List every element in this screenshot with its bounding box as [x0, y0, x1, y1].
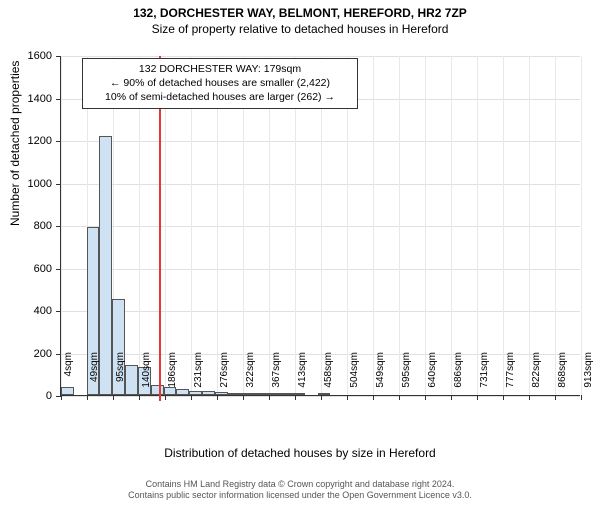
xtick-mark [165, 395, 166, 400]
xtick-label: 686sqm [453, 352, 464, 402]
gridline-v [477, 56, 478, 395]
footer-line-2: Contains public sector information licen… [0, 490, 600, 502]
ytick-label: 0 [0, 390, 52, 402]
chart-container: 132, DORCHESTER WAY, BELMONT, HEREFORD, … [0, 6, 600, 506]
xtick-label: 186sqm [167, 352, 178, 402]
xtick-mark [243, 395, 244, 400]
ytick-label: 400 [0, 305, 52, 317]
xtick-mark [477, 395, 478, 400]
histogram-bar [151, 385, 164, 395]
xtick-label: 595sqm [401, 352, 412, 402]
xtick-label: 913sqm [583, 352, 594, 402]
xtick-label: 458sqm [323, 352, 334, 402]
xtick-mark [425, 395, 426, 400]
xtick-mark [529, 395, 530, 400]
xtick-mark [503, 395, 504, 400]
ytick-label: 200 [0, 348, 52, 360]
xtick-label: 322sqm [245, 352, 256, 402]
xtick-label: 231sqm [193, 352, 204, 402]
page-title: 132, DORCHESTER WAY, BELMONT, HEREFORD, … [0, 6, 600, 22]
xtick-mark [87, 395, 88, 400]
xtick-mark [139, 395, 140, 400]
xtick-label: 640sqm [427, 352, 438, 402]
xtick-label: 413sqm [297, 352, 308, 402]
xtick-mark [555, 395, 556, 400]
xtick-mark [191, 395, 192, 400]
xtick-mark [347, 395, 348, 400]
xtick-mark [61, 395, 62, 400]
chart-area: 4sqm 49sqm 95sqm 140sqm 186sqm 231sqm 276sqm 32… [60, 56, 580, 436]
gridline-v [373, 56, 374, 395]
xtick-mark [399, 395, 400, 400]
xtick-mark [217, 395, 218, 400]
footer-line-1: Contains HM Land Registry data © Crown c… [0, 479, 600, 491]
xtick-mark [295, 395, 296, 400]
xtick-label: 95sqm [115, 352, 126, 402]
xtick-mark [269, 395, 270, 400]
xtick-mark [581, 395, 582, 400]
gridline-v [555, 56, 556, 395]
xtick-mark [113, 395, 114, 400]
ytick-label: 1200 [0, 135, 52, 147]
x-axis-label: Distribution of detached houses by size … [0, 446, 600, 460]
page-subtitle: Size of property relative to detached ho… [0, 22, 600, 36]
xtick-label: 49sqm [89, 352, 100, 402]
xtick-mark [451, 395, 452, 400]
xtick-label: 140sqm [141, 352, 152, 402]
gridline-v [61, 56, 62, 395]
gridline-v [425, 56, 426, 395]
ytick-label: 800 [0, 220, 52, 232]
xtick-mark [321, 395, 322, 400]
histogram-bar [125, 365, 138, 395]
ytick-label: 600 [0, 263, 52, 275]
histogram-bar [99, 136, 112, 395]
xtick-label: 777sqm [505, 352, 516, 402]
xtick-label: 276sqm [219, 352, 230, 402]
gridline-v [529, 56, 530, 395]
info-line-1: 132 DORCHESTER WAY: 179sqm [91, 62, 349, 76]
xtick-mark [373, 395, 374, 400]
xtick-label: 731sqm [479, 352, 490, 402]
xtick-label: 822sqm [531, 352, 542, 402]
ytick-label: 1600 [0, 50, 52, 62]
gridline-v [503, 56, 504, 395]
xtick-label: 367sqm [271, 352, 282, 402]
xtick-label: 4sqm [63, 352, 74, 402]
footer: Contains HM Land Registry data © Crown c… [0, 479, 600, 502]
info-line-2: ← 90% of detached houses are smaller (2,… [91, 76, 349, 90]
ytick-label: 1000 [0, 178, 52, 190]
histogram-bar [176, 389, 189, 395]
gridline-v [581, 56, 582, 395]
xtick-label: 868sqm [557, 352, 568, 402]
gridline-v [451, 56, 452, 395]
gridline-v [399, 56, 400, 395]
xtick-label: 504sqm [349, 352, 360, 402]
info-line-3: 10% of semi-detached houses are larger (… [91, 90, 349, 104]
ytick-label: 1400 [0, 93, 52, 105]
histogram-bar [202, 391, 215, 395]
xtick-label: 549sqm [375, 352, 386, 402]
info-box: 132 DORCHESTER WAY: 179sqm ← 90% of deta… [82, 58, 358, 109]
